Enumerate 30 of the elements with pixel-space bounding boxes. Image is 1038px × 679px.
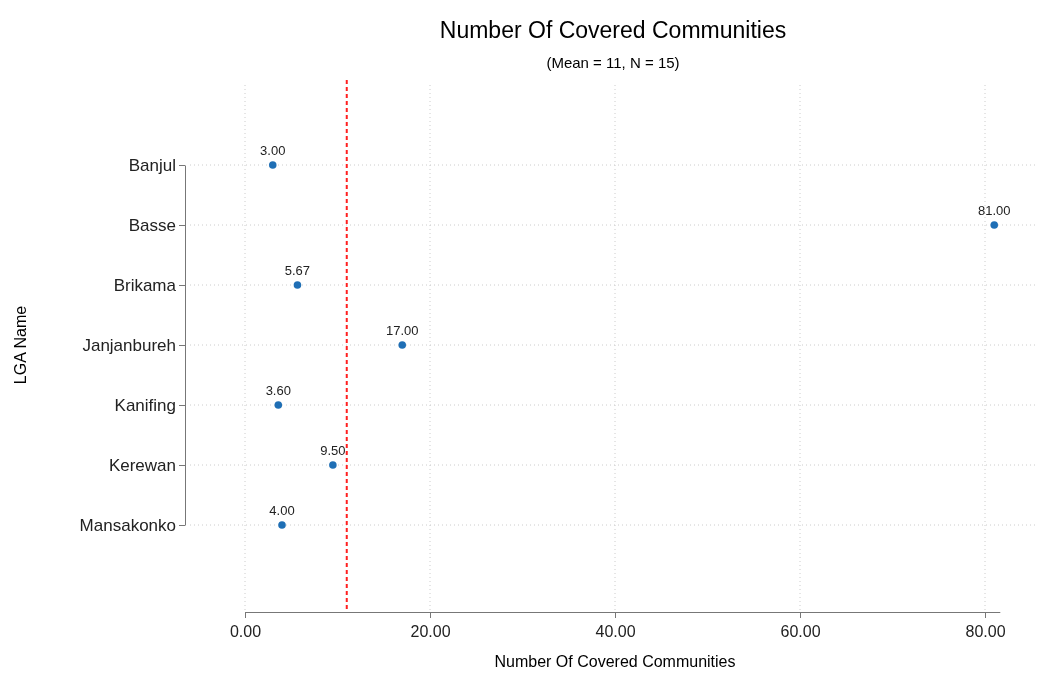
data-label: 3.60	[265, 383, 291, 398]
point	[329, 461, 337, 469]
y-tick-label: Basse	[128, 215, 176, 235]
data-label: 5.67	[284, 263, 311, 278]
y-tick-label: Mansakonko	[79, 515, 176, 535]
y-tick-label: Kanifing	[114, 395, 176, 415]
point	[990, 221, 999, 229]
point	[278, 521, 286, 529]
x-tick-label: 0.00	[229, 623, 262, 640]
chart-subtitle: (Mean = 11, N = 15)	[546, 54, 680, 71]
x-tick-label: 80.00	[965, 623, 1006, 640]
x-tick-label: 40.00	[595, 623, 636, 640]
point	[274, 401, 283, 409]
y-axis-title: LGA Name	[12, 305, 29, 385]
y-tick-label: Kerewan	[108, 455, 176, 475]
y-tick-label: Brikama	[113, 275, 177, 295]
y-tick-label: Janjanbureh	[82, 335, 176, 355]
y-tick-label: Banjul	[128, 155, 176, 175]
data-label: 9.50	[320, 443, 346, 458]
x-axis-title: Number Of Covered Communities	[494, 653, 736, 670]
chart-title: Number Of Covered Communities	[439, 17, 787, 43]
x-tick-label: 60.00	[780, 623, 821, 640]
data-label: 17.00	[385, 323, 419, 338]
x-tick-label: 20.00	[410, 623, 451, 640]
point	[293, 281, 302, 289]
data-label: 4.00	[269, 503, 295, 518]
point	[398, 341, 407, 349]
data-label: 3.00	[260, 143, 286, 158]
point	[268, 161, 277, 169]
data-label: 81.00	[977, 203, 1011, 218]
